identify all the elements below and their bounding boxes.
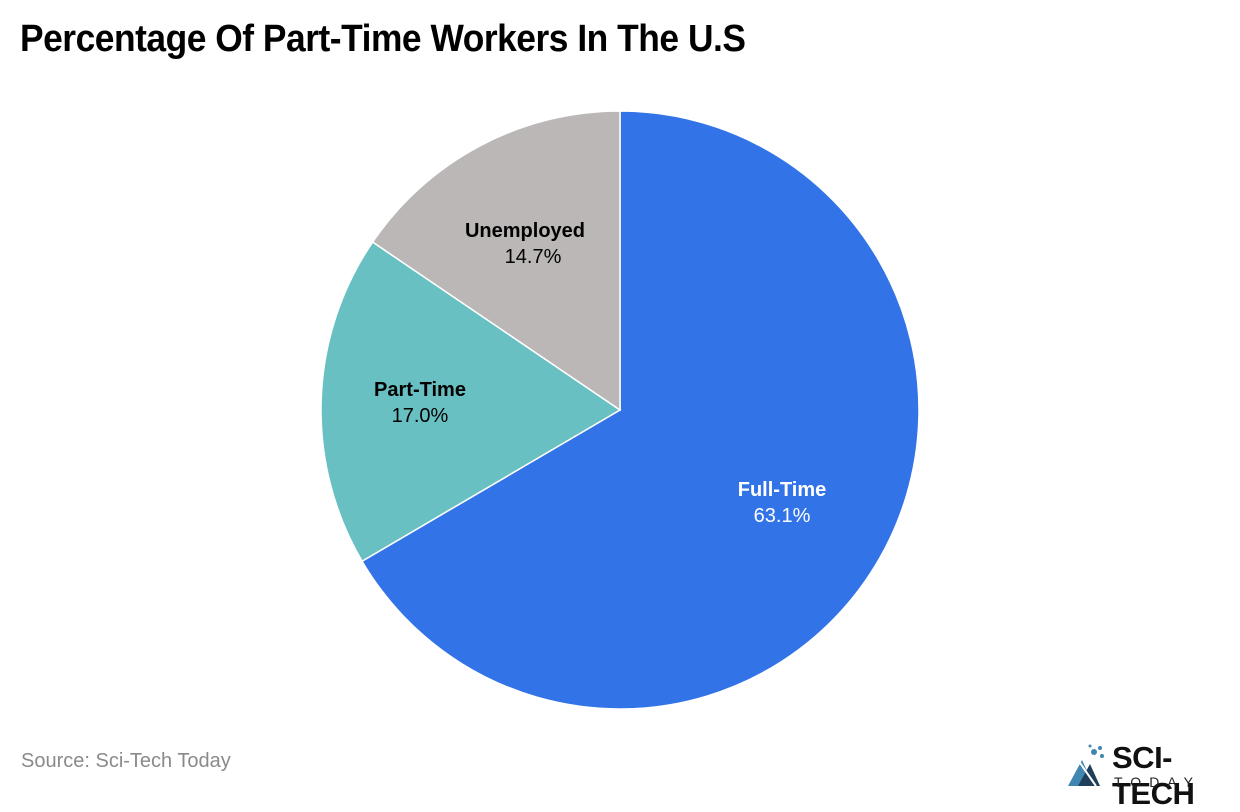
logo-sub-text: TODAY bbox=[1114, 774, 1201, 790]
slice-label-unemployed: Unemployed 14.7% bbox=[464, 220, 586, 268]
pie-slice-unemployed bbox=[371, 110, 621, 412]
sci-tech-logo: SCI-TECH TODAY bbox=[1064, 740, 1239, 811]
pie-slice-part-time bbox=[320, 240, 622, 563]
chart-title: Percentage Of Part-Time Workers In The U… bbox=[20, 18, 746, 60]
pie-slices bbox=[320, 110, 920, 710]
slice-label-part-time: Part-Time 17.0% bbox=[374, 379, 466, 427]
sci-tech-logo-icon bbox=[1068, 744, 1104, 787]
pie-slice-full-time bbox=[361, 110, 920, 710]
slice-label-full-time: Full-Time 63.1% bbox=[737, 479, 827, 527]
source-text: Source: Sci-Tech Today bbox=[21, 750, 231, 772]
